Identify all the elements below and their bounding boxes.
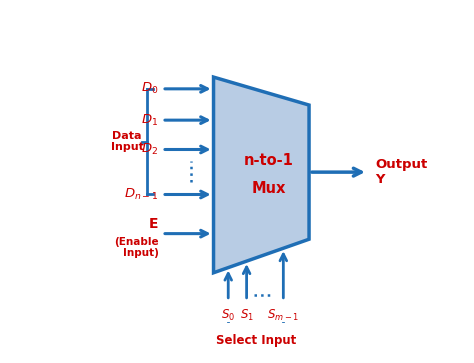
Text: $D_2$: $D_2$ bbox=[141, 142, 158, 157]
Text: Data
Input: Data Input bbox=[111, 131, 144, 152]
Text: Mux: Mux bbox=[251, 182, 286, 196]
Text: Select Input: Select Input bbox=[216, 334, 296, 347]
Text: $D_0$: $D_0$ bbox=[141, 81, 158, 97]
Text: $S_{m-1}$: $S_{m-1}$ bbox=[267, 308, 300, 323]
Text: $D_1$: $D_1$ bbox=[141, 113, 158, 128]
Text: n-to-1: n-to-1 bbox=[244, 154, 293, 168]
Text: E: E bbox=[149, 217, 158, 231]
Text: $S_1$: $S_1$ bbox=[240, 308, 254, 323]
Text: Output
Y: Output Y bbox=[375, 158, 428, 186]
Polygon shape bbox=[213, 77, 309, 273]
Text: $D_{n-1}$: $D_{n-1}$ bbox=[124, 187, 158, 202]
Text: $S_0$: $S_0$ bbox=[221, 308, 235, 323]
Text: (Enable
Input): (Enable Input) bbox=[114, 237, 158, 258]
